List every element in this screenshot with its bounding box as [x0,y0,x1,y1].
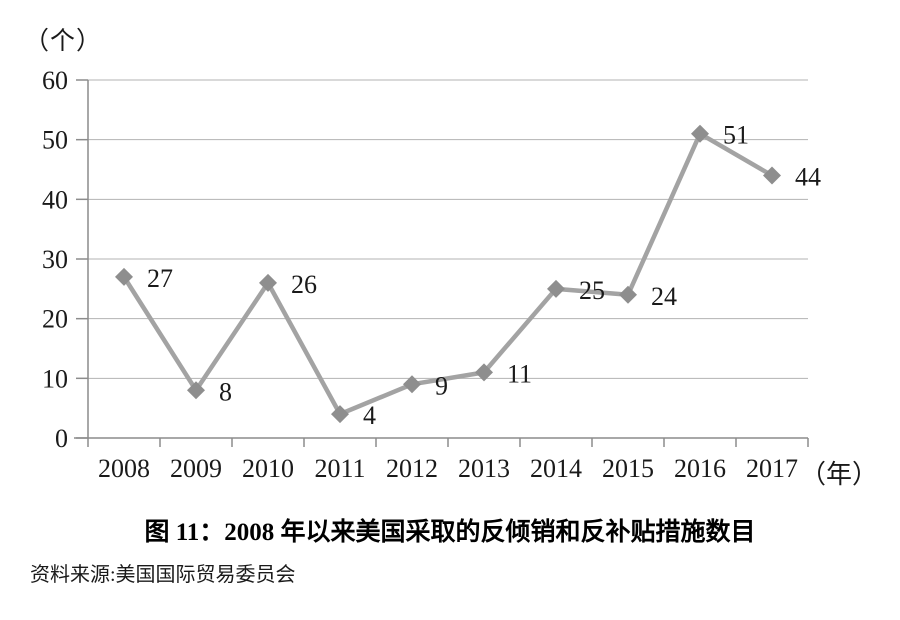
data-point-2008 [115,267,133,286]
data-label-2013: 11 [507,359,532,388]
series-line [122,130,774,417]
data-label-2014: 25 [579,276,605,305]
figure-source: 资料来源:美国国际贸易委员会 [30,564,296,586]
data-point-2016 [691,124,709,143]
x-tick-label-2008: 2008 [98,454,150,483]
data-label-2017: 44 [795,162,821,191]
data-point-2014 [547,279,565,298]
data-label-2011: 4 [363,401,376,430]
data-label-2012: 9 [435,371,448,400]
data-label-2016: 51 [723,121,749,150]
x-tick-label-2016: 2016 [674,454,726,483]
figure-title: 图 11：2008 年以来美国采取的反倾销和反补贴措施数目 [144,519,756,546]
data-point-2010 [259,273,277,292]
x-tick-label-2017: 2017 [746,454,798,483]
x-tick-label-2009: 2009 [170,454,222,483]
y-tick-label-50: 50 [42,126,68,155]
y-tick-label-40: 40 [42,185,68,214]
data-point-2012 [403,375,421,394]
x-tick-label-2010: 2010 [242,454,294,483]
y-axis-unit-label: （个） [24,28,103,55]
y-tick-label-0: 0 [55,424,68,453]
y-tick-label-60: 60 [42,66,68,95]
data-label-2015: 24 [651,282,677,311]
y-tick-label-30: 30 [42,245,68,274]
x-tick-label-2012: 2012 [386,454,438,483]
data-point-2011 [331,405,349,424]
x-tick-label-2014: 2014 [530,454,582,483]
x-axis-unit-label: （年） [800,460,879,489]
data-point-2009 [187,381,205,400]
x-tick-label-2011: 2011 [314,454,365,483]
data-point-2015 [619,285,637,304]
chart-canvas: 0 10 20 30 40 50 60 2008 2009 2010 2011 2012 2013 201… [42,66,821,483]
y-tick-label-20: 20 [42,305,68,334]
data-label-2010: 26 [291,270,317,299]
x-tick-label-2015: 2015 [602,454,654,483]
data-label-2009: 8 [219,377,232,406]
data-label-2008: 27 [147,264,173,293]
y-tick-label-10: 10 [42,364,68,393]
x-tick-label-2013: 2013 [458,454,510,483]
data-point-2013 [475,363,493,382]
data-point-2017 [763,166,781,185]
